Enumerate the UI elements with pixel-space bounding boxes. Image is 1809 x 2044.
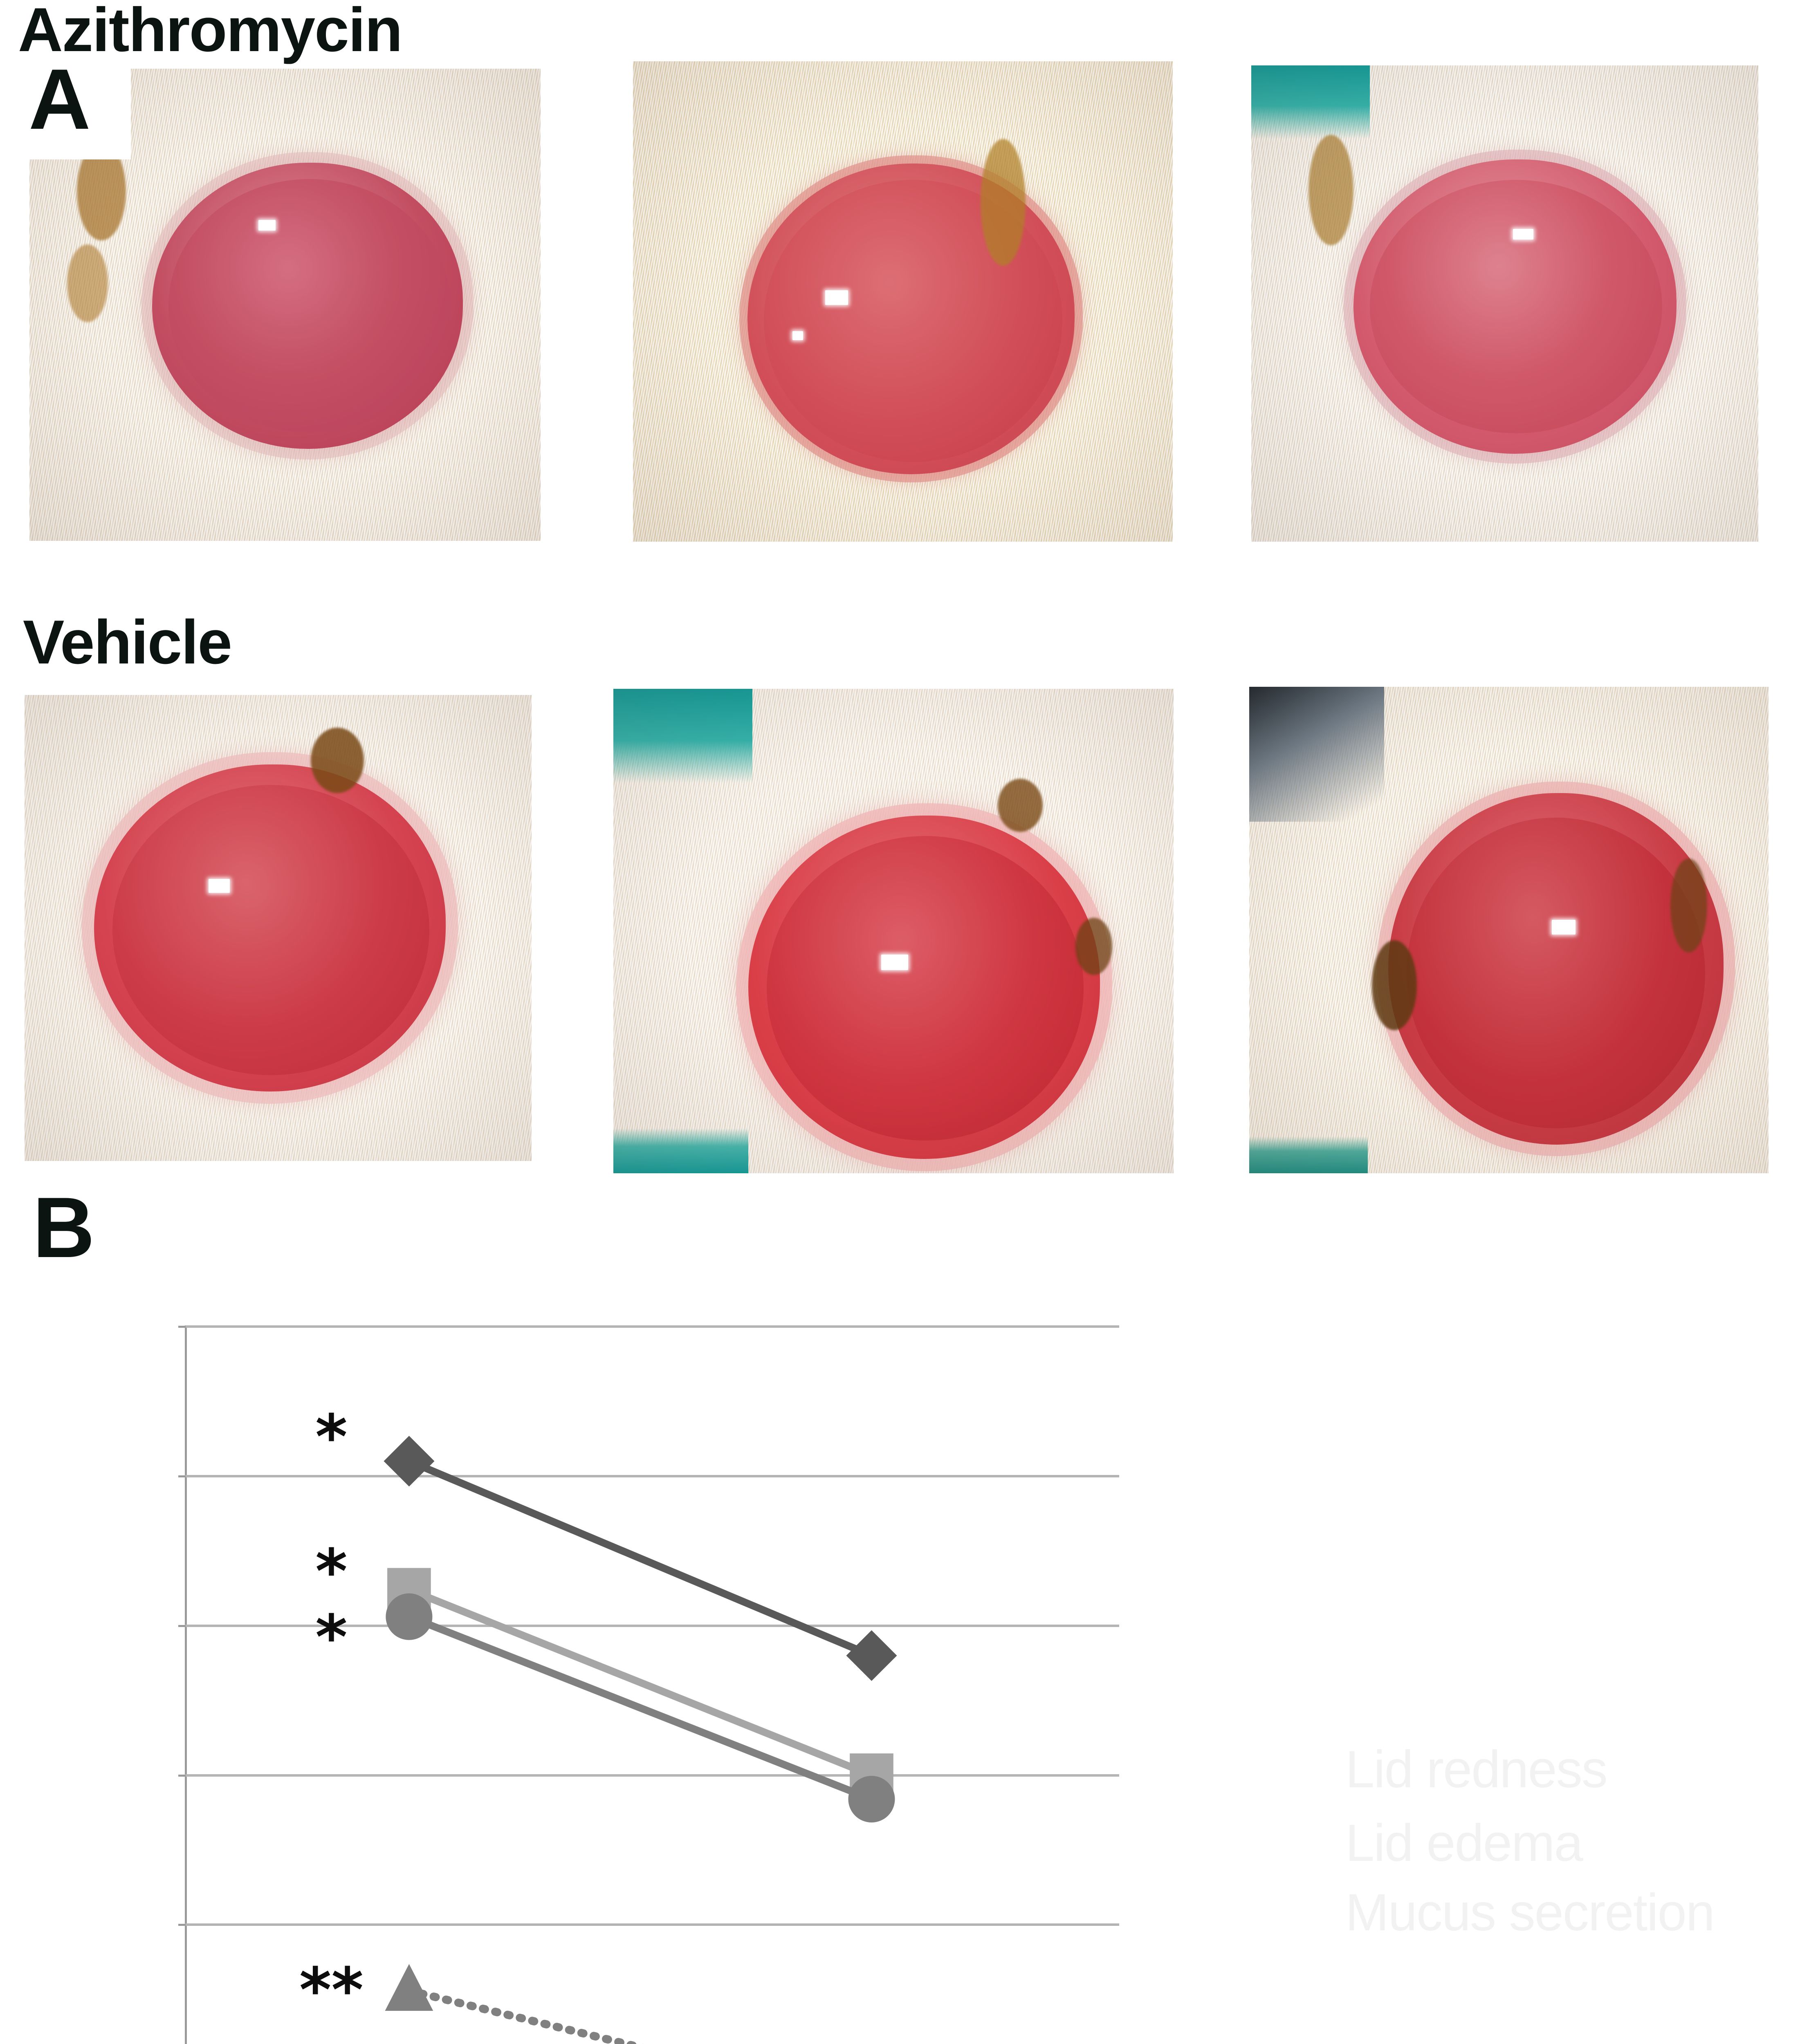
series-marker-triangle [385,1964,433,2011]
eye-highlight [209,879,230,893]
photo-vehicle-eye-1 [25,695,532,1161]
series-layer [384,1436,897,2044]
eye-highlight [825,290,848,305]
eye-highlight [258,220,276,231]
panel-label-a: A [29,56,131,159]
significance-asterisk: ** [299,1955,364,2026]
significance-asterisk: * [315,1536,348,1607]
eye-highlight [881,955,908,970]
eye-discharge-crust [1075,918,1112,975]
y-tick-mark [178,1475,186,1477]
eye-highlight [1552,920,1576,935]
dark-background-corner [1249,687,1384,822]
photo-vehicle-eye-2 [613,689,1174,1173]
significance-asterisk: * [315,1602,348,1673]
gridline [185,1325,1119,1328]
photo-vignette [633,61,1173,542]
teal-background-corner [613,689,752,783]
photo-vignette [1249,687,1769,1173]
eye-discharge-crust [311,728,364,793]
eye-highlight [1513,229,1533,240]
y-tick-mark [178,1625,186,1627]
y-tick-mark [178,1924,186,1926]
y-tick-mark [178,1326,186,1328]
y-tick-mark [178,1774,186,1777]
gridline [185,1923,1119,1926]
photo-vehicle-eye-3 [1249,687,1769,1173]
photo-vignette [613,689,1174,1173]
eye-discharge-crust [1372,940,1417,1030]
series-marker-circle [386,1593,433,1640]
legend-ghost-label: Mucus secretion [1345,1883,1715,1942]
teal-background-corner [1251,65,1370,139]
series-line-mucus-secretion [408,1613,873,1803]
series-line-conjunctival-edema [408,1586,873,1779]
teal-background-corner [1249,1136,1368,1173]
eye-discharge-crust [1308,135,1353,245]
teal-background-corner [613,1128,748,1173]
legend-ghost-label: Lid edema [1345,1814,1583,1872]
group-header-azithromycin: Azithromycin [18,0,403,65]
eye-discharge-crust [67,244,108,322]
gridline [185,1624,1119,1627]
eye-cornea [168,179,451,433]
photo-azithromycin-eye-2 [633,61,1173,542]
y-axis-line [185,1327,187,2044]
eye-discharge-crust [981,139,1026,266]
series-line-conjunctival-redness [407,1457,873,1659]
series-marker-diamond [384,1436,435,1487]
photo-azithromycin-eye-1 [29,69,541,541]
legend-ghost-label: Lid redness [1345,1740,1608,1799]
photo-vignette [1251,65,1758,542]
eye-cornea [112,785,429,1075]
eye-cornea [767,836,1084,1141]
photo-azithromycin-eye-3 [1251,65,1758,542]
significance-asterisk: * [315,1401,348,1473]
group-header-vehicle: Vehicle [23,607,232,677]
panel-b-chart: ****** 0.00.51.01.52.02.53.0 VehicleAzit… [0,1288,1809,2044]
eye-highlight [792,331,803,340]
eye-discharge-crust [998,779,1043,832]
series-marker-diamond [846,1630,897,1681]
photo-vignette [25,695,532,1161]
eye-cornea [1370,180,1662,433]
gridline [185,1774,1119,1777]
gridline [185,1475,1119,1477]
eye-discharge-crust [1670,858,1707,953]
panel-label-b: B [33,1185,135,1288]
plot-area: ****** [178,1325,1119,2044]
eye-cornea [1407,818,1705,1128]
series-marker-circle [848,1775,895,1823]
series-line-lid-redness [405,1986,644,2044]
